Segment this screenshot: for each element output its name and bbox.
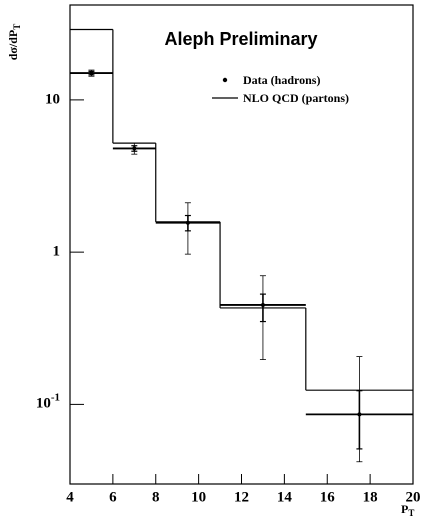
chart-title: Aleph Preliminary: [164, 29, 317, 49]
y-tick-label-base: 10: [36, 396, 51, 412]
x-tick-label: 18: [363, 489, 378, 505]
y-axis-label: dσ/dPT: [6, 24, 22, 61]
x-tick-label: 6: [109, 489, 117, 505]
x-tick-label: 8: [152, 489, 160, 505]
y-axis-label-sub: T: [12, 24, 22, 30]
x-tick-label: 16: [320, 489, 336, 505]
data-point: [357, 412, 362, 417]
data-point: [89, 71, 94, 76]
x-tick-label: 14: [277, 489, 293, 505]
data-point: [185, 220, 190, 225]
y-tick-label: 10: [45, 91, 60, 107]
x-axis-label: PT: [401, 502, 414, 518]
legend-label: Data (hadrons): [243, 73, 320, 87]
legend-marker: [222, 77, 228, 83]
x-tick-label: 4: [66, 489, 74, 505]
x-tick-label: 20: [406, 489, 421, 505]
y-axis-label-text: dσ/dP: [6, 30, 20, 61]
y-tick-label-sup: -1: [51, 391, 60, 403]
x-axis-label-sub: T: [408, 508, 414, 518]
data-point: [132, 146, 137, 151]
legend-label: NLO QCD (partons): [243, 91, 349, 105]
x-tick-label: 12: [234, 489, 249, 505]
data-point: [260, 302, 265, 307]
x-tick-label: 10: [191, 489, 206, 505]
y-tick-label: 10-1: [36, 391, 60, 412]
y-tick-label: 1: [53, 244, 61, 260]
plot-frame: [69, 4, 414, 485]
x-axis-label-text: P: [401, 502, 408, 516]
